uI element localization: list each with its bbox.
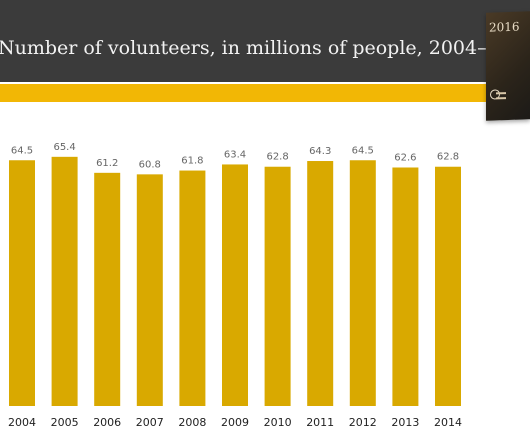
accent-stripe (0, 84, 490, 102)
data-label-2009: 63.4 (224, 149, 246, 160)
x-tick-2007: 2007 (136, 416, 164, 429)
header-banner: Number of volunteers, in millions of peo… (0, 0, 530, 82)
data-label-2013: 62.6 (394, 152, 416, 163)
x-tick-2008: 2008 (178, 416, 206, 429)
x-tick-2013: 2013 (391, 416, 419, 429)
bar-2010 (264, 166, 291, 406)
x-tick-2005: 2005 (51, 416, 79, 429)
data-label-2014: 62.8 (437, 152, 459, 163)
x-tick-2006: 2006 (93, 416, 121, 429)
bar-2007 (136, 174, 163, 406)
bar-2011 (307, 161, 334, 406)
data-label-2011: 64.3 (309, 146, 331, 157)
x-tick-2004: 2004 (8, 416, 36, 429)
bar-2008 (179, 170, 206, 406)
x-tick-2011: 2011 (306, 416, 334, 429)
data-label-2006: 61.2 (96, 158, 118, 169)
data-label-2004: 64.5 (11, 145, 33, 156)
data-label-2012: 64.5 (352, 145, 374, 156)
bar-2009 (222, 164, 248, 406)
bar-2014 (435, 166, 461, 406)
bar-2012 (349, 160, 376, 406)
data-label-2008: 61.8 (181, 156, 203, 167)
bar-2013 (392, 167, 419, 406)
data-label-2007: 60.8 (139, 159, 161, 170)
data-label-2010: 62.8 (266, 152, 288, 163)
bar-2004 (9, 160, 35, 406)
data-label-2005: 65.4 (53, 142, 75, 153)
x-tick-2012: 2012 (349, 416, 377, 429)
x-tick-2010: 2010 (264, 416, 292, 429)
bar-2006 (94, 172, 121, 406)
bar-2005 (51, 156, 78, 406)
chart-title: Number of volunteers, in millions of peo… (0, 37, 530, 59)
x-tick-2014: 2014 (434, 416, 462, 429)
x-tick-2009: 2009 (221, 416, 249, 429)
